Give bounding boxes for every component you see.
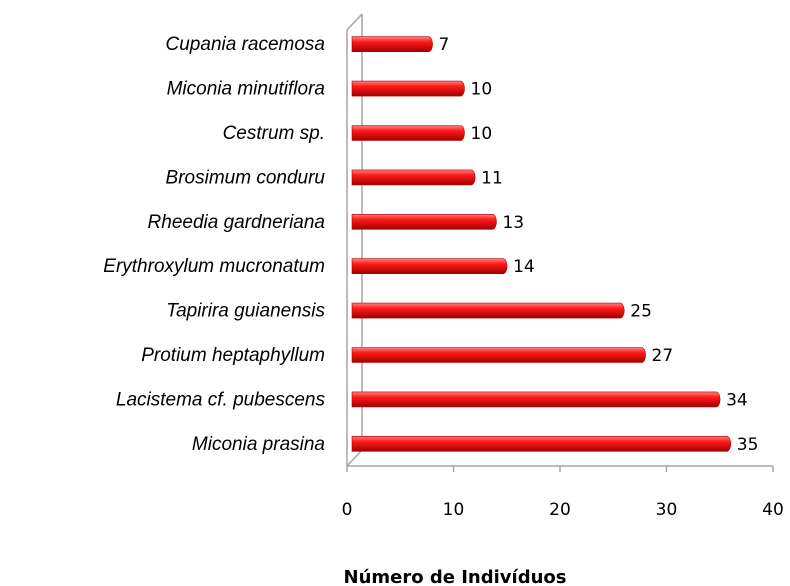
bar [351, 347, 646, 363]
x-tick-label: 0 [342, 500, 353, 520]
y-tick-label: Protium heptaphyllum [141, 345, 325, 366]
value-label: 10 [471, 124, 493, 144]
bar [351, 258, 508, 274]
y-tick-label: Erythroxylum mucronatum [103, 256, 325, 277]
y-tick-label: Lacistema cf. pubescens [116, 389, 326, 410]
value-label: 14 [513, 257, 535, 277]
y-tick-label: Rheedia gardneriana [148, 212, 325, 233]
value-label: 10 [471, 80, 493, 100]
value-label: 27 [652, 346, 674, 366]
bar [351, 36, 433, 52]
value-label: 11 [481, 168, 503, 188]
x-tick-label: 20 [549, 500, 571, 520]
x-tick-label: 40 [762, 500, 784, 520]
y-tick-label: Miconia minutiflora [167, 79, 325, 100]
value-label: 35 [737, 435, 759, 455]
x-axis-title: Número de Indivíduos [344, 567, 567, 586]
value-label: 7 [439, 35, 450, 55]
x-tick-label: 10 [443, 500, 465, 520]
value-label: 25 [630, 302, 652, 322]
wall-top [346, 13, 363, 31]
y-tick-label: Tapirira guianensis [166, 301, 325, 322]
bar [351, 169, 476, 186]
y-tick-label: Miconia prasina [192, 434, 325, 455]
x-tick-label: 30 [656, 500, 678, 520]
value-label: 34 [726, 390, 748, 410]
bar [351, 80, 465, 97]
bar [351, 391, 721, 408]
bar [351, 214, 497, 230]
y-tick-label: Cupania racemosa [166, 34, 325, 55]
value-label: 13 [502, 213, 524, 233]
bar [351, 302, 625, 319]
bar [351, 436, 732, 452]
y-tick-label: Brosimum conduru [166, 167, 326, 188]
wall-bottom [346, 449, 363, 467]
y-tick-label: Cestrum sp. [223, 123, 325, 144]
bar [351, 125, 465, 141]
